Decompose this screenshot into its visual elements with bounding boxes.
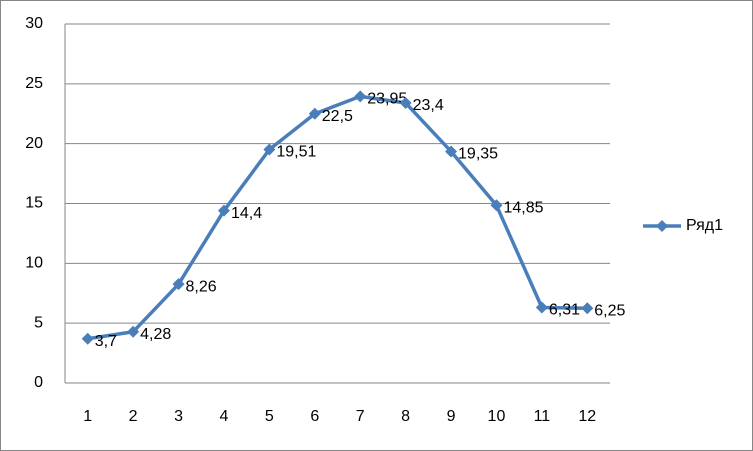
data-label: 6,25 xyxy=(594,302,625,319)
x-tick-label: 8 xyxy=(401,408,410,425)
x-tick-label: 12 xyxy=(578,408,596,425)
legend-marker xyxy=(656,220,668,232)
x-tick-label: 2 xyxy=(129,408,138,425)
data-label: 8,26 xyxy=(186,278,217,295)
x-tick-label: 1 xyxy=(83,408,92,425)
x-tick-label: 11 xyxy=(534,408,551,425)
data-label: 22,5 xyxy=(322,108,353,125)
data-label: 23,4 xyxy=(413,97,444,114)
y-tick-label: 0 xyxy=(34,374,43,391)
data-label: 14,85 xyxy=(503,200,543,217)
data-point xyxy=(581,302,594,315)
data-point xyxy=(354,90,367,103)
data-point xyxy=(263,143,276,156)
data-point xyxy=(217,204,230,217)
y-tick-label: 20 xyxy=(25,135,43,152)
series-line xyxy=(87,94,588,341)
data-point xyxy=(81,332,94,345)
data-point xyxy=(399,96,412,109)
data-point xyxy=(445,145,458,158)
y-tick-label: 15 xyxy=(25,195,43,212)
data-point xyxy=(535,301,548,314)
data-label: 4,28 xyxy=(140,326,171,343)
x-tick-label: 6 xyxy=(310,408,319,425)
x-tick-label: 7 xyxy=(356,408,365,425)
x-tick-label: 3 xyxy=(174,408,183,425)
y-tick-label: 10 xyxy=(25,255,43,272)
data-point xyxy=(308,107,321,120)
data-label: 3,7 xyxy=(95,333,117,350)
data-label: 6,31 xyxy=(549,302,580,319)
x-tick-label: 10 xyxy=(488,408,506,425)
data-point xyxy=(172,278,185,291)
data-point xyxy=(490,199,503,212)
data-label: 23,95 xyxy=(367,91,407,108)
y-tick-label: 5 xyxy=(34,314,43,331)
data-label: 14,4 xyxy=(231,205,262,222)
x-tick-label: 5 xyxy=(265,408,274,425)
data-point xyxy=(127,325,140,338)
y-tick-label: 25 xyxy=(25,75,43,92)
data-label: 19,35 xyxy=(458,146,498,163)
data-label: 19,51 xyxy=(276,144,316,161)
x-tick-label: 4 xyxy=(220,408,229,425)
x-tick-label: 9 xyxy=(447,408,456,425)
y-tick-label: 30 xyxy=(25,15,43,32)
legend-label: Ряд1 xyxy=(686,217,723,234)
